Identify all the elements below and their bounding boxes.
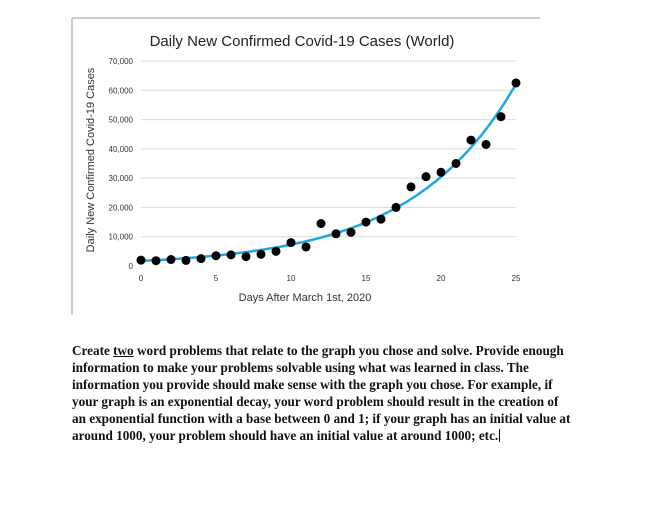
- y-tick-label: 0: [129, 262, 134, 271]
- x-tick-label: 25: [512, 274, 521, 283]
- y-tick-label: 40,000: [109, 145, 134, 154]
- grid: [141, 60, 516, 238]
- data-point: [256, 249, 266, 259]
- y-tick-label: 10,000: [109, 233, 134, 242]
- data-point: [361, 217, 371, 227]
- exponential-trendline: [140, 83, 518, 263]
- x-tick-label: 0: [139, 274, 144, 283]
- data-point: [241, 252, 251, 262]
- x-axis-label: Days After March 1st, 2020: [239, 292, 372, 304]
- data-point: [466, 135, 476, 145]
- data-point: [436, 167, 446, 177]
- y-tick-label: 60,000: [109, 86, 134, 95]
- data-point: [481, 139, 491, 149]
- prompt-underlined-word: two: [113, 343, 134, 358]
- x-tick-label: 5: [214, 274, 219, 283]
- word-problem-prompt: Create two word problems that relate to …: [72, 342, 572, 444]
- data-points: [136, 78, 521, 266]
- data-point: [511, 78, 521, 88]
- data-point: [391, 202, 401, 212]
- y-tick-label: 20,000: [109, 203, 134, 212]
- y-tick-label: 50,000: [109, 116, 134, 125]
- data-point: [271, 246, 281, 256]
- x-tick-label: 20: [437, 274, 446, 283]
- data-point: [331, 229, 341, 239]
- y-tick-label: 30,000: [109, 174, 134, 183]
- data-point: [496, 112, 506, 122]
- prompt-text-rest: word problems that relate to the graph y…: [72, 343, 571, 443]
- data-point: [286, 238, 296, 248]
- y-tick-label: 70,000: [109, 57, 134, 66]
- data-point: [166, 255, 176, 265]
- data-point: [196, 254, 206, 264]
- data-point: [151, 256, 161, 266]
- data-point: [451, 159, 461, 168]
- text-cursor: [499, 429, 501, 442]
- data-point: [376, 214, 386, 224]
- data-point: [421, 172, 431, 182]
- data-point: [301, 242, 311, 252]
- data-point: [316, 219, 326, 229]
- x-ticks: 0 5 10 15 20 25: [139, 274, 521, 283]
- data-point: [211, 251, 221, 261]
- prompt-text-start: Create: [72, 343, 114, 358]
- data-point: [346, 227, 356, 237]
- y-axis-label: Daily New Confirmed Covid-19 Cases: [85, 67, 97, 252]
- data-point: [406, 182, 416, 192]
- x-tick-label: 10: [287, 274, 296, 283]
- data-point: [226, 250, 236, 260]
- chart-title: Daily New Confirmed Covid-19 Cases (Worl…: [150, 33, 455, 50]
- data-point: [181, 255, 191, 265]
- chart: Daily New Confirmed Covid-19 Cases (Worl…: [71, 17, 540, 315]
- y-ticks: 0 10,000 20,000 30,000 40,000 50,000 60,000 70,…: [109, 57, 134, 271]
- x-tick-label: 15: [362, 274, 371, 283]
- data-point: [136, 255, 146, 265]
